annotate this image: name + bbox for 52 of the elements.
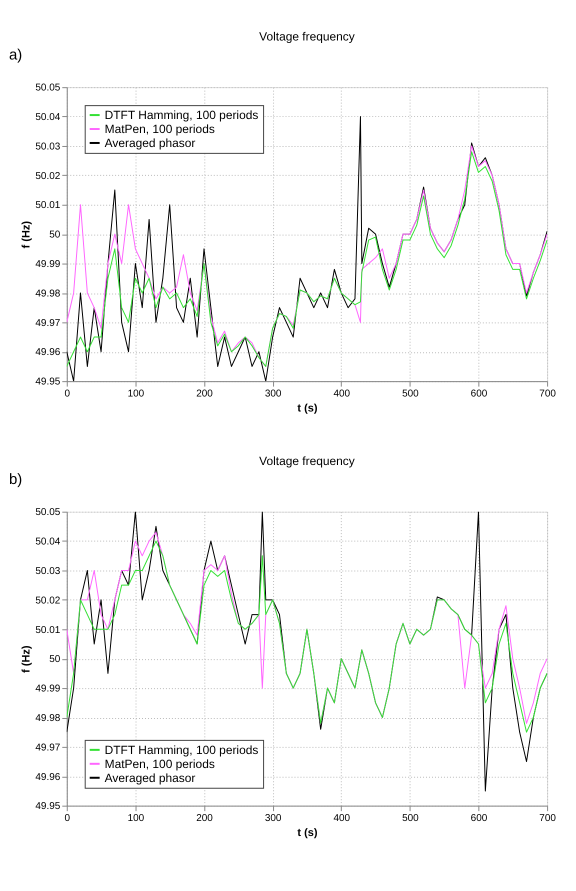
y-tick-label: 50 [49, 654, 61, 666]
x-tick-label: 700 [539, 388, 556, 400]
x-tick-label: 500 [402, 813, 420, 824]
x-tick-label: 200 [196, 388, 214, 400]
chart-title: Voltage frequency [259, 454, 355, 468]
x-tick-label: 200 [196, 813, 214, 824]
legend-label: DTFT Hamming, 100 periods [104, 108, 258, 122]
y-tick-label: 50.05 [35, 82, 61, 94]
y-tick-label: 50.02 [35, 170, 61, 182]
y-tick-label: 49.98 [35, 288, 61, 300]
legend-label: MatPen, 100 periods [104, 122, 215, 136]
x-tick-label: 0 [64, 813, 70, 824]
y-tick-label: 49.99 [35, 684, 61, 695]
x-tick-label: 300 [264, 813, 282, 824]
x-tick-label: 100 [128, 388, 145, 400]
x-tick-label: 0 [64, 388, 70, 400]
y-axis-title: f (Hz) [20, 220, 32, 248]
legend-label: MatPen, 100 periods [104, 756, 215, 771]
legend-label: DTFT Hamming, 100 periods [104, 742, 258, 757]
x-tick-label: 300 [264, 388, 282, 400]
x-axis-title: t (s) [297, 402, 318, 415]
y-axis-title: f (Hz) [20, 645, 32, 673]
y-tick-label: 50.03 [35, 566, 61, 577]
y-tick-label: 50.04 [35, 112, 61, 124]
y-tick-label: 49.97 [35, 742, 61, 754]
y-tick-label: 50 [49, 230, 61, 241]
y-tick-label: 50.02 [35, 595, 61, 606]
x-axis-title: t (s) [297, 827, 318, 840]
y-tick-label: 50.04 [35, 536, 61, 548]
y-tick-label: 50.01 [35, 200, 61, 212]
y-tick-label: 50.01 [35, 624, 61, 636]
y-tick-label: 50.03 [35, 141, 61, 152]
y-tick-label: 49.95 [35, 801, 61, 812]
text: b) [8, 470, 22, 488]
y-tick-label: 49.95 [35, 376, 61, 388]
y-tick-label: 49.98 [35, 712, 61, 724]
x-tick-label: 400 [333, 813, 351, 824]
x-tick-label: 600 [470, 388, 488, 400]
x-tick-label: 500 [402, 388, 420, 400]
x-tick-label: 600 [470, 813, 488, 824]
x-tick-label: 700 [539, 813, 556, 824]
legend-label: Averaged phasor [104, 136, 196, 150]
x-tick-label: 100 [128, 813, 145, 824]
y-tick-label: 50.05 [35, 507, 61, 518]
y-tick-label: 49.97 [35, 318, 61, 329]
y-tick-label: 49.96 [35, 772, 61, 783]
y-tick-label: 49.96 [35, 347, 61, 358]
text: a) [8, 46, 22, 64]
x-tick-label: 400 [333, 388, 351, 400]
y-tick-label: 49.99 [35, 259, 61, 270]
chart-title: Voltage frequency [259, 29, 355, 44]
legend-label: Averaged phasor [104, 770, 196, 785]
